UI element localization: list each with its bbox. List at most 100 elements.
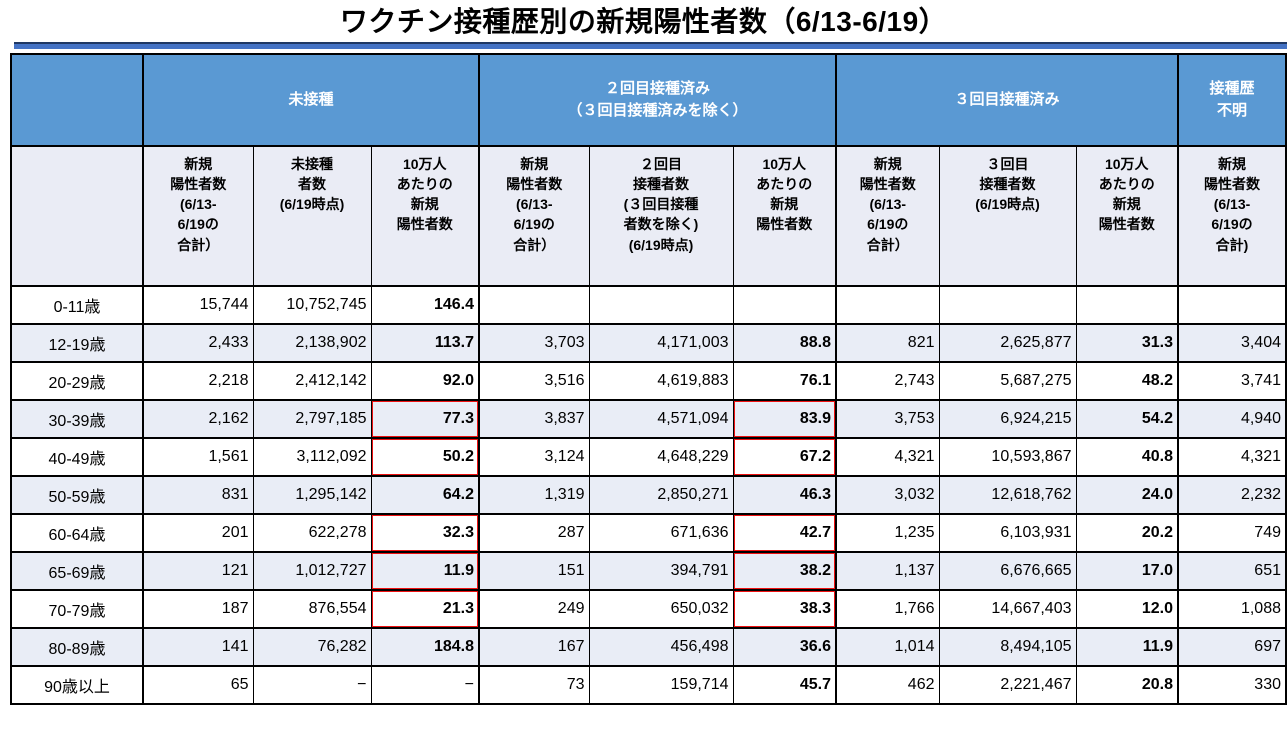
not-applicable-cell: [1177, 284, 1287, 325]
table-row: 90歳以上 65− −73 159,714 45.7 462 2,221,467 20.8 33…: [10, 664, 1287, 705]
highlighted-value-cell: 21.3: [370, 588, 480, 629]
value-cell: 151: [478, 550, 590, 591]
value-cell: 73: [478, 664, 590, 705]
value-cell: 48.2: [1075, 360, 1179, 401]
column-header: ２回目 接種者数 (３回目接種 者数を除く) (6/19時点): [588, 144, 734, 287]
value-cell: 4,571,094: [588, 398, 734, 439]
value-cell: 287: [478, 512, 590, 553]
value-cell: 12,618,762: [938, 474, 1077, 515]
age-group-cell: 90歳以上: [10, 664, 144, 705]
age-group-cell: 70-79歳: [10, 588, 144, 629]
value-cell: 831: [142, 474, 254, 515]
corner-cell-sub: [10, 144, 144, 287]
value-cell: 31.3: [1075, 322, 1179, 363]
not-applicable-cell: [835, 284, 940, 325]
value-cell: 14,667,403: [938, 588, 1077, 629]
value-cell: 201: [142, 512, 254, 553]
column-header: 10万人 あたりの 新規 陽性者数: [732, 144, 837, 287]
value-cell: 1,295,142: [252, 474, 372, 515]
value-cell: 4,321: [1177, 436, 1287, 477]
value-cell: 249: [478, 588, 590, 629]
value-cell: −: [370, 664, 480, 705]
highlighted-value-cell: 38.2: [732, 550, 837, 591]
age-group-cell: 12-19歳: [10, 322, 144, 363]
value-cell: 3,124: [478, 436, 590, 477]
value-cell: 876,554: [252, 588, 372, 629]
value-cell: 4,171,003: [588, 322, 734, 363]
value-cell: 146.4: [370, 284, 480, 325]
age-group-cell: 60-64歳: [10, 512, 144, 553]
value-cell: 651: [1177, 550, 1287, 591]
value-cell: 2,412,142: [252, 360, 372, 401]
value-cell: 54.2: [1075, 398, 1179, 439]
value-cell: 2,162: [142, 398, 254, 439]
value-cell: 2,221,467: [938, 664, 1077, 705]
value-cell: 671,636: [588, 512, 734, 553]
column-header: 10万人 あたりの 新規 陽性者数: [1075, 144, 1179, 287]
value-cell: 167: [478, 626, 590, 667]
table-group-header-row: 未接種 ２回目接種済み （３回目接種済みを除く） ３回目接種済み 接種歴 不明: [10, 52, 1287, 147]
value-cell: 650,032: [588, 588, 734, 629]
not-applicable-cell: [1075, 284, 1179, 325]
value-cell: 697: [1177, 626, 1287, 667]
value-cell: 92.0: [370, 360, 480, 401]
value-cell: 4,940: [1177, 398, 1287, 439]
value-cell: 749: [1177, 512, 1287, 553]
value-cell: 6,103,931: [938, 512, 1077, 553]
age-group-cell: 65-69歳: [10, 550, 144, 591]
value-cell: 3,112,092: [252, 436, 372, 477]
highlighted-value-cell: 67.2: [732, 436, 837, 477]
value-cell: 88.8: [732, 322, 837, 363]
not-applicable-cell: [478, 284, 590, 325]
age-group-cell: 80-89歳: [10, 626, 144, 667]
value-cell: 821: [835, 322, 940, 363]
value-cell: 187: [142, 588, 254, 629]
table-row: 20-29歳 2,218 2,412,142 92.0 3,516 4,619,883 76…: [10, 360, 1287, 401]
value-cell: 456,498: [588, 626, 734, 667]
value-cell: 2,433: [142, 322, 254, 363]
value-cell: 3,404: [1177, 322, 1287, 363]
not-applicable-cell: [732, 284, 837, 325]
corner-cell-top: [10, 52, 144, 147]
value-cell: 17.0: [1075, 550, 1179, 591]
value-cell: 45.7: [732, 664, 837, 705]
highlighted-value-cell: 42.7: [732, 512, 837, 553]
column-header: 10万人 あたりの 新規 陽性者数: [370, 144, 480, 287]
value-cell: 622,278: [252, 512, 372, 553]
value-cell: 159,714: [588, 664, 734, 705]
value-cell: 46.3: [732, 474, 837, 515]
value-cell: 20.8: [1075, 664, 1179, 705]
value-cell: 4,619,883: [588, 360, 734, 401]
value-cell: 76.1: [732, 360, 837, 401]
value-cell: 3,837: [478, 398, 590, 439]
group-header: 未接種: [142, 52, 480, 147]
value-cell: 8,494,105: [938, 626, 1077, 667]
table-row: 70-79歳 187 876,554 21.3 249 650,032 38.3 1,766 1…: [10, 588, 1287, 629]
value-cell: 1,088: [1177, 588, 1287, 629]
value-cell: 1,235: [835, 512, 940, 553]
value-cell: 2,797,185: [252, 398, 372, 439]
age-group-cell: 40-49歳: [10, 436, 144, 477]
value-cell: 10,752,745: [252, 284, 372, 325]
column-header: 新規 陽性者数 (6/13- 6/19の 合計）: [835, 144, 940, 287]
group-header: ３回目接種済み: [835, 52, 1179, 147]
value-cell: 330: [1177, 664, 1287, 705]
highlighted-value-cell: 50.2: [370, 436, 480, 477]
highlighted-value-cell: 83.9: [732, 398, 837, 439]
column-header: 新規 陽性者数 (6/13- 6/19の 合計）: [142, 144, 254, 287]
group-header: 接種歴 不明: [1177, 52, 1287, 147]
value-cell: 3,741: [1177, 360, 1287, 401]
value-cell: −: [252, 664, 372, 705]
not-applicable-cell: [938, 284, 1077, 325]
highlighted-value-cell: 77.3: [370, 398, 480, 439]
group-header: ２回目接種済み （３回目接種済みを除く）: [478, 52, 837, 147]
value-cell: 76,282: [252, 626, 372, 667]
vaccination-status-table: 未接種 ２回目接種済み （３回目接種済みを除く） ３回目接種済み 接種歴 不明 新規 …: [10, 52, 1287, 705]
value-cell: 15,744: [142, 284, 254, 325]
value-cell: 2,625,877: [938, 322, 1077, 363]
age-group-cell: 30-39歳: [10, 398, 144, 439]
value-cell: 394,791: [588, 550, 734, 591]
value-cell: 113.7: [370, 322, 480, 363]
value-cell: 24.0: [1075, 474, 1179, 515]
